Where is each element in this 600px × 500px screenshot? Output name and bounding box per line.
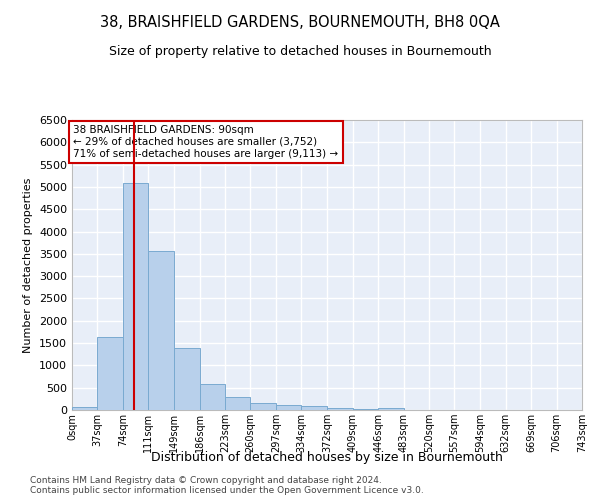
Text: Distribution of detached houses by size in Bournemouth: Distribution of detached houses by size … [151,451,503,464]
Bar [174,348,200,410]
Bar [148,250,174,410]
Bar [225,396,250,410]
Bar [123,184,148,410]
Bar [97,338,123,410]
Bar [250,404,276,410]
Bar [353,408,378,410]
Bar [276,405,301,410]
Bar [200,384,225,410]
Text: 38 BRAISHFIELD GARDENS: 90sqm
← 29% of detached houses are smaller (3,752)
71% o: 38 BRAISHFIELD GARDENS: 90sqm ← 29% of d… [73,126,338,158]
Y-axis label: Number of detached properties: Number of detached properties [23,178,34,352]
Text: 38, BRAISHFIELD GARDENS, BOURNEMOUTH, BH8 0QA: 38, BRAISHFIELD GARDENS, BOURNEMOUTH, BH… [100,15,500,30]
Bar [328,408,353,410]
Bar [301,406,328,410]
Bar [378,408,404,410]
Text: Contains public sector information licensed under the Open Government Licence v3: Contains public sector information licen… [30,486,424,495]
Bar [72,407,97,410]
Text: Contains HM Land Registry data © Crown copyright and database right 2024.: Contains HM Land Registry data © Crown c… [30,476,382,485]
Text: Size of property relative to detached houses in Bournemouth: Size of property relative to detached ho… [109,45,491,58]
